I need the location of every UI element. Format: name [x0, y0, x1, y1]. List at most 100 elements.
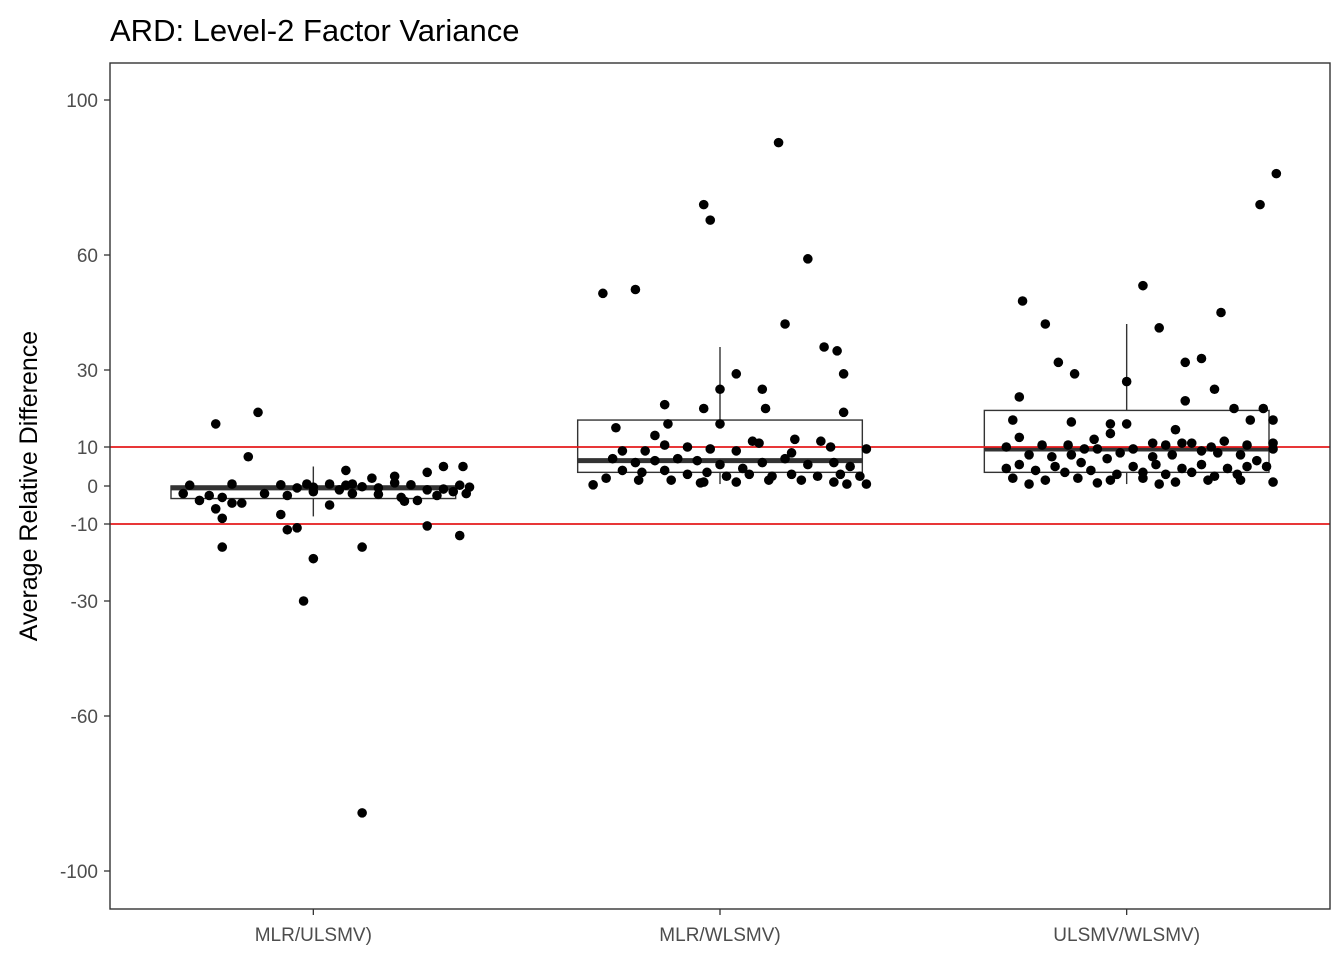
- data-point: [1121, 419, 1132, 429]
- data-point: [1079, 444, 1090, 454]
- data-point: [308, 553, 319, 564]
- data-point: [399, 496, 410, 507]
- data-point: [1092, 444, 1103, 454]
- y-tick-label: 30: [77, 361, 98, 382]
- data-point: [292, 523, 302, 533]
- data-point: [1196, 459, 1207, 470]
- data-point: [1242, 440, 1252, 450]
- data-point: [1073, 473, 1083, 484]
- y-tick-label: 0: [87, 477, 98, 498]
- data-point: [422, 485, 433, 495]
- data-point: [341, 465, 351, 476]
- data-point: [1063, 440, 1073, 450]
- data-point: [236, 498, 247, 508]
- data-point: [1066, 450, 1077, 460]
- data-point: [422, 467, 433, 478]
- data-point: [204, 490, 215, 501]
- data-point: [659, 465, 670, 476]
- data-point: [1170, 477, 1181, 487]
- data-point: [601, 473, 611, 484]
- y-tick-label: 100: [66, 91, 98, 112]
- data-point: [737, 463, 748, 474]
- data-point: [838, 407, 849, 418]
- data-point: [630, 457, 641, 468]
- data-point: [1268, 444, 1278, 454]
- data-point: [347, 488, 358, 499]
- data-point: [1209, 384, 1220, 395]
- data-point: [1180, 357, 1191, 368]
- data-point: [1138, 473, 1148, 484]
- data-point: [1060, 467, 1070, 478]
- data-point: [757, 384, 768, 395]
- data-point: [1014, 392, 1025, 402]
- data-point: [650, 430, 660, 441]
- data-point: [1180, 396, 1191, 406]
- data-point: [835, 469, 846, 480]
- data-point: [842, 479, 852, 489]
- data-point: [698, 403, 709, 414]
- data-point: [1024, 450, 1034, 460]
- data-point: [1001, 442, 1012, 452]
- data-point: [829, 477, 839, 487]
- data-point: [1040, 319, 1051, 329]
- data-point: [1014, 432, 1025, 443]
- data-point: [829, 457, 839, 468]
- data-point: [812, 471, 823, 482]
- data-point: [357, 481, 367, 492]
- data-point: [855, 471, 865, 482]
- data-point: [692, 455, 703, 466]
- data-point: [803, 459, 813, 470]
- data-point: [705, 215, 716, 225]
- data-point: [630, 284, 641, 295]
- data-point: [1160, 440, 1171, 450]
- y-tick-label: 10: [77, 438, 98, 459]
- data-point: [357, 808, 367, 818]
- y-tick-label: -100: [60, 862, 98, 883]
- data-point: [1053, 357, 1064, 368]
- data-point: [367, 473, 377, 484]
- data-point: [1245, 415, 1256, 425]
- y-tick-label: 60: [77, 246, 98, 267]
- data-point: [832, 346, 842, 356]
- data-point: [1261, 461, 1272, 472]
- data-point: [790, 434, 800, 445]
- data-point: [1008, 473, 1018, 484]
- data-point: [637, 467, 647, 478]
- data-point: [731, 446, 742, 456]
- data-point: [1170, 424, 1181, 435]
- data-point: [1258, 403, 1269, 414]
- data-point: [1229, 403, 1239, 414]
- data-point: [1089, 434, 1099, 445]
- data-point: [1086, 465, 1096, 476]
- data-point: [702, 467, 712, 478]
- data-point: [1255, 199, 1265, 210]
- data-point: [1154, 479, 1164, 489]
- data-point: [334, 485, 345, 495]
- data-point: [347, 479, 358, 489]
- data-point: [819, 342, 829, 352]
- data-point: [1112, 469, 1122, 480]
- data-point: [308, 486, 319, 497]
- y-tick-label: -60: [71, 707, 98, 728]
- data-point: [253, 407, 263, 418]
- data-point: [357, 542, 367, 552]
- data-point: [1102, 453, 1112, 464]
- data-point: [666, 475, 676, 485]
- data-point: [1014, 459, 1025, 470]
- data-point: [845, 461, 855, 472]
- data-point: [1121, 376, 1132, 387]
- data-point: [786, 448, 797, 458]
- data-point: [780, 453, 790, 464]
- data-point: [1147, 451, 1158, 462]
- data-point: [705, 444, 716, 454]
- data-point: [1115, 448, 1125, 458]
- data-point: [1212, 448, 1223, 458]
- data-point: [1128, 444, 1138, 454]
- data-point: [1076, 457, 1086, 468]
- data-point: [1206, 442, 1217, 452]
- data-point: [1105, 419, 1116, 429]
- data-point: [1177, 463, 1187, 474]
- data-point: [731, 369, 742, 379]
- data-point: [406, 480, 416, 490]
